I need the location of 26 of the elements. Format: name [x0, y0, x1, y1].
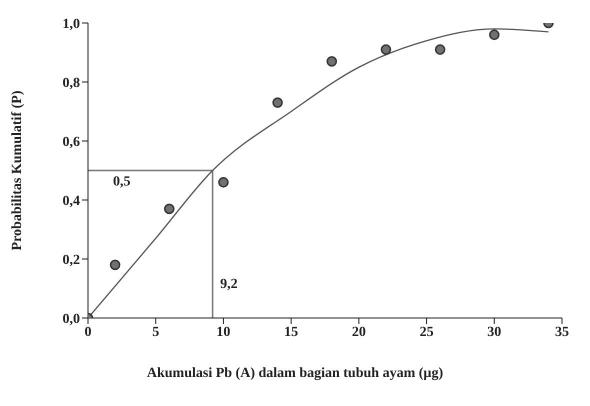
x-axis-title: Akumulasi Pb (A) dalam bagian tubuh ayam (µg)	[146, 366, 444, 382]
point	[218, 177, 229, 188]
x-tick-label: 25	[420, 324, 434, 340]
point	[164, 204, 175, 214]
x-tick-label: 5	[152, 324, 160, 340]
point	[489, 30, 500, 40]
point	[434, 44, 446, 55]
point	[110, 260, 120, 270]
y-tick-label: 0,2	[62, 252, 80, 268]
ref-line-label: 0,5	[113, 174, 130, 190]
point	[272, 97, 283, 108]
point	[326, 56, 338, 67]
y-tick-label: 0,4	[62, 194, 80, 209]
x-tick-label: 10	[216, 324, 230, 340]
x-tick-label: 20	[352, 324, 366, 340]
x-tick-label: 0	[84, 324, 92, 340]
y-tick-label: 0,6	[62, 134, 80, 150]
ref-line-label: 9,2	[220, 277, 238, 292]
point	[380, 44, 392, 55]
y-tick-label: 1,0	[62, 16, 80, 32]
x-tick-label: 15	[284, 324, 298, 340]
y-axis-title: Probabilitas Kumulatif (P)	[10, 90, 25, 250]
x-tick-label: 35	[555, 324, 569, 340]
y-tick-label: 0,8	[62, 76, 80, 91]
x-tick-label: 30	[487, 324, 502, 340]
y-tick-label: 0,0	[62, 312, 80, 327]
